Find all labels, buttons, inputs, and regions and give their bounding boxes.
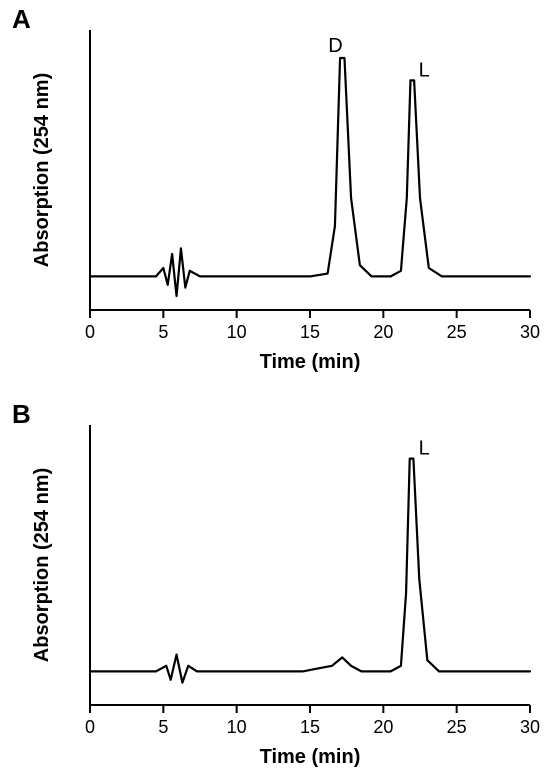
x-tick-label: 10	[227, 322, 247, 342]
x-tick-label: 5	[158, 717, 168, 737]
x-tick-label: 20	[373, 322, 393, 342]
peak-label-d: D	[328, 35, 342, 57]
peak-label-l: L	[419, 59, 430, 81]
x-tick-label: 15	[300, 717, 320, 737]
chromatogram-b: 0 5 10 15 20 25 30 Time (min) Absorption (254 nm…	[0, 395, 554, 782]
x-axis-label: Time (min)	[260, 746, 361, 768]
y-axis-label: Absorption (254 nm)	[31, 73, 53, 267]
x-tick-label: 30	[520, 322, 540, 342]
x-tick-label: 15	[300, 322, 320, 342]
peak-label-l: L	[419, 438, 430, 460]
x-tick-label: 5	[158, 322, 168, 342]
x-tick-label: 20	[373, 717, 393, 737]
x-tick-label: 25	[447, 717, 467, 737]
y-axis-label: Absorption (254 nm)	[31, 468, 53, 662]
x-tick-label: 0	[85, 322, 95, 342]
x-tick-label: 0	[85, 717, 95, 737]
panel-a: A 0 5 10 15 20 25 30 Time (min) Absorption (254 n…	[0, 0, 554, 390]
panel-letter-a: A	[12, 4, 31, 35]
x-tick-label: 30	[520, 717, 540, 737]
panel-b: B 0 5 10 15 20 25 30 Time (min) Absorption (254 n…	[0, 395, 554, 782]
x-tick-label: 25	[447, 322, 467, 342]
chromatogram-a: 0 5 10 15 20 25 30 Time (min) Absorption (254 nm…	[0, 0, 554, 390]
panel-letter-b: B	[12, 399, 31, 430]
x-axis-label: Time (min)	[260, 351, 361, 373]
trace	[90, 58, 530, 296]
x-tick-label: 10	[227, 717, 247, 737]
trace	[90, 459, 530, 683]
